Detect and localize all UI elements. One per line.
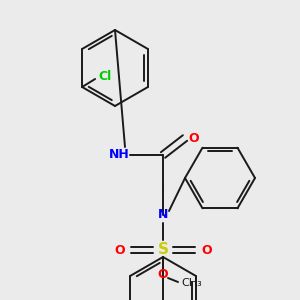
Text: O: O — [188, 131, 199, 145]
Text: S: S — [158, 242, 169, 257]
Text: O: O — [158, 268, 168, 281]
Text: N: N — [158, 208, 168, 221]
Text: Cl: Cl — [98, 70, 111, 83]
Text: CH₃: CH₃ — [181, 278, 202, 288]
Text: O: O — [114, 244, 125, 256]
Text: NH: NH — [109, 148, 130, 161]
Text: O: O — [201, 244, 211, 256]
